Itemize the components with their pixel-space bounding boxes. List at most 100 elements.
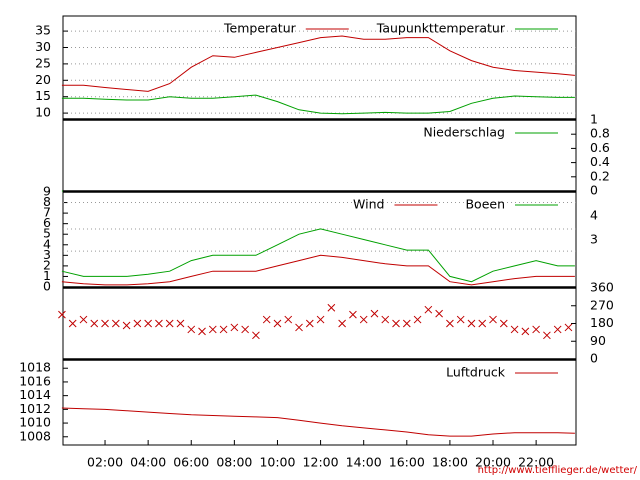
scatter-point	[90, 319, 99, 328]
legend-label: Wind	[353, 197, 384, 212]
scatter-point	[413, 315, 422, 324]
y-tick-label: 1012	[19, 401, 51, 416]
scatter-point	[284, 315, 293, 324]
scatter-point	[68, 319, 77, 328]
plot-frame	[62, 287, 577, 360]
y-tick-label: 1	[590, 112, 598, 127]
scatter-point	[58, 310, 66, 319]
x-tick-label: 18:00	[432, 455, 468, 470]
scatter-point	[316, 315, 325, 324]
legend-label: Luftdruck	[446, 365, 506, 380]
y2-tick-label: 4	[590, 207, 598, 222]
scatter-point	[381, 315, 390, 324]
scatter-point	[198, 327, 206, 336]
y-tick-label: 1014	[19, 387, 51, 402]
scatter-point	[543, 331, 551, 340]
scatter-point	[176, 319, 185, 328]
legend-label: Taupunkttemperatur	[376, 21, 506, 36]
series-line	[61, 228, 575, 283]
y-tick-label: 20	[35, 72, 51, 87]
scatter-point	[349, 310, 357, 319]
scatter-point	[359, 315, 368, 324]
y-tick-label: 8	[43, 194, 51, 209]
y-tick-label: 5	[43, 226, 51, 241]
y-tick-label: 7	[43, 205, 51, 220]
scatter-point	[564, 323, 573, 332]
scatter-point	[424, 305, 433, 314]
legend-label: Boeen	[465, 197, 505, 212]
x-tick-label: 10:00	[259, 455, 295, 470]
y-tick-label: 0.4	[590, 154, 610, 169]
scatter-point	[219, 325, 228, 334]
y2-tick-label: 3	[590, 232, 598, 247]
series-line	[61, 407, 575, 437]
scatter-point	[252, 331, 260, 340]
scatter-point	[295, 323, 303, 332]
scatter-point	[456, 315, 465, 324]
legend-label: Temperatur	[223, 21, 297, 36]
scatter-point	[122, 321, 131, 330]
x-tick-label: 12:00	[303, 455, 339, 470]
y-tick-label: 0.6	[590, 140, 610, 155]
y-tick-label: 0.8	[590, 126, 610, 141]
y-tick-label: 360	[590, 280, 614, 295]
x-tick-label: 20:00	[475, 455, 511, 470]
y-tick-label: 0	[43, 279, 51, 294]
scatter-point	[111, 319, 120, 328]
y-tick-label: 35	[35, 23, 51, 38]
y-tick-label: 6	[43, 215, 51, 230]
scatter-point	[262, 315, 271, 324]
scatter-point	[446, 319, 454, 328]
x-tick-label: 14:00	[346, 455, 382, 470]
scatter-point	[510, 325, 519, 334]
series-line	[61, 254, 575, 286]
scatter-point	[521, 327, 530, 336]
y-tick-label: 180	[590, 315, 614, 330]
scatter-point	[327, 303, 336, 312]
y-tick-label: 1	[43, 268, 51, 283]
legend-label: Niederschlag	[423, 125, 505, 140]
scatter-point	[230, 323, 239, 332]
y-tick-label: 4	[43, 236, 51, 251]
scatter-point	[392, 319, 400, 328]
y-tick-label: 25	[35, 55, 51, 70]
y-tick-label: 1010	[19, 415, 51, 430]
y-tick-label: 1016	[19, 373, 51, 388]
scatter-point	[489, 315, 497, 324]
scatter-point	[133, 319, 142, 328]
x-tick-label: 22:00	[518, 455, 554, 470]
y-tick-label: 0.2	[590, 168, 610, 183]
y-tick-label: 9	[43, 184, 51, 199]
y-tick-label: 15	[35, 88, 51, 103]
scatter-point	[499, 319, 508, 328]
y-tick-label: 90	[590, 333, 606, 348]
scatter-point	[241, 325, 249, 334]
series-line	[61, 94, 575, 115]
y-tick-label: 1018	[19, 360, 51, 375]
x-tick-label: 04:00	[130, 455, 166, 470]
scatter-point	[435, 309, 443, 318]
x-tick-label: 06:00	[173, 455, 209, 470]
y-tick-label: 2	[43, 257, 51, 272]
scatter-point	[101, 319, 109, 328]
y-tick-label: 0	[590, 351, 598, 366]
scatter-point	[402, 319, 411, 328]
scatter-point	[187, 325, 196, 334]
series-line	[61, 35, 575, 92]
scatter-point	[553, 325, 562, 334]
scatter-point	[370, 309, 379, 318]
scatter-point	[467, 319, 476, 328]
y-tick-label: 0	[590, 183, 598, 198]
scatter-point	[208, 325, 217, 334]
y-tick-label: 3	[43, 247, 51, 262]
x-tick-label: 02:00	[87, 455, 123, 470]
x-tick-label: 08:00	[216, 455, 252, 470]
y-tick-label: 30	[35, 39, 51, 54]
source-url: http://www.tiefflieger.de/wetter/	[478, 465, 638, 476]
x-tick-label: 16:00	[389, 455, 425, 470]
scatter-point	[478, 319, 487, 328]
scatter-point	[144, 319, 152, 328]
scatter-point	[273, 319, 282, 328]
scatter-point	[305, 319, 314, 328]
